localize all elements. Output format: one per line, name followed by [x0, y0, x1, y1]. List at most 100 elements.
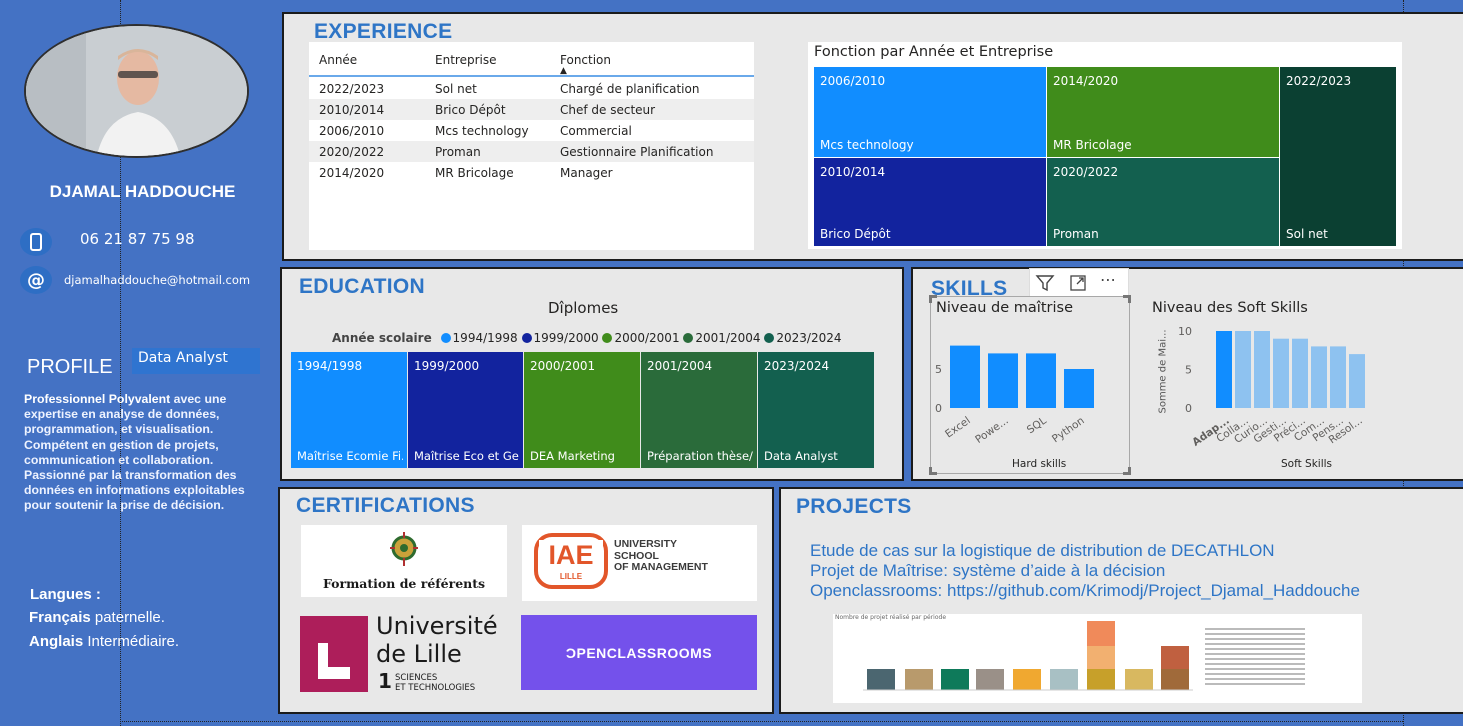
- tile-year: 2006/2010: [820, 74, 886, 88]
- experience-table[interactable]: Année Entreprise Fonction ▲ 2022/2023 So…: [309, 42, 754, 250]
- universite-lille-logo: Université de Lille 1 SCIENCES ET TECHNO…: [300, 612, 508, 693]
- table-row[interactable]: 2014/2020 MR Bricolage Manager: [309, 162, 754, 183]
- emblem-icon: [390, 532, 418, 566]
- tile-year: 1994/1998: [297, 359, 363, 373]
- bar: [950, 345, 980, 408]
- iae-lille-logo: IAE LILLE UNIVERSITY SCHOOL OF MANAGEMEN…: [522, 525, 757, 601]
- cell-year: 2006/2010: [319, 124, 385, 138]
- iae-line-3: OF MANAGEMENT: [614, 561, 708, 573]
- more-options-icon[interactable]: ⋯: [1100, 270, 1117, 289]
- legend-text: 2023/2024: [776, 331, 842, 345]
- legend-dot: [764, 333, 775, 343]
- openclassrooms-logo: ƆPENCLASSROOMS: [521, 615, 757, 690]
- skills-title: SKILLS: [931, 277, 1008, 300]
- col-header-entreprise[interactable]: Entreprise: [435, 53, 497, 67]
- education-tile[interactable]: 2001/2004 Préparation thèse/...: [641, 352, 757, 468]
- y-tick-label: 5: [1185, 364, 1192, 377]
- tile-company: Proman: [1053, 227, 1099, 241]
- education-tile[interactable]: 1994/1998 Maîtrise Ecomie Fi...: [291, 352, 407, 468]
- project-link-maitrise[interactable]: Projet de Maîtrise: système d’aide à la …: [810, 561, 1166, 580]
- email-address[interactable]: djamalhaddouche@hotmail.com: [64, 273, 251, 287]
- tile-year: 2000/2001: [530, 359, 596, 373]
- tile-company: MR Bricolage: [1053, 138, 1132, 152]
- lille-sub-1: SCIENCES: [395, 673, 438, 683]
- legend-item[interactable]: 1999/2000: [521, 331, 599, 345]
- hard-skills-title: Niveau de maîtrise: [936, 300, 1073, 316]
- projects-title: PROJECTS: [796, 495, 912, 518]
- legend-text: 2001/2004: [695, 331, 761, 345]
- x-tick-label: Python: [1050, 415, 1087, 446]
- legend-dot: [521, 333, 532, 343]
- treemap-tile[interactable]: 2010/2014 Brico Dépôt: [814, 158, 1046, 246]
- treemap-tile[interactable]: 2020/2022 Proman: [1047, 158, 1279, 246]
- cell-company: Brico Dépôt: [435, 103, 506, 117]
- legend-item[interactable]: 2000/2001: [602, 331, 680, 345]
- profile-summary: Professionnel Polyvalent avec une expert…: [24, 392, 252, 514]
- education-tile[interactable]: 1999/2000 Maîtrise Eco et Ge...: [408, 352, 523, 468]
- table-row[interactable]: 2010/2014 Brico Dépôt Chef de secteur: [309, 99, 754, 120]
- table-row[interactable]: 2006/2010 Mcs technology Commercial: [309, 120, 754, 141]
- cell-year: 2014/2020: [319, 166, 385, 180]
- hard-skills-chart[interactable]: [929, 295, 1131, 475]
- bar: [1273, 338, 1289, 408]
- hard-skills-xlabel: Hard skills: [1012, 458, 1067, 470]
- cell-company: MR Bricolage: [435, 166, 514, 180]
- chart-corner-tl: [929, 295, 937, 303]
- education-tile[interactable]: 2000/2001 DEA Marketing: [524, 352, 640, 468]
- projects-thumbnail: Nombre de projet réalisé par période: [833, 614, 1362, 703]
- col-header-annee[interactable]: Année: [319, 53, 358, 67]
- project-link-openclassrooms[interactable]: Openclassrooms: https://github.com/Krimo…: [810, 581, 1360, 600]
- tile-year: 2010/2014: [820, 165, 886, 179]
- cell-function: Gestionnaire Planification: [560, 145, 714, 159]
- legend-item[interactable]: 2023/2024: [764, 331, 841, 345]
- tile-degree: Maîtrise Eco et Ge...: [414, 449, 519, 463]
- filter-icon[interactable]: [1034, 272, 1056, 294]
- treemap-tile[interactable]: 2022/2023 Sol net: [1280, 67, 1396, 246]
- email-icon: @: [20, 266, 52, 294]
- table-row[interactable]: 2022/2023 Sol net Chargé de planificatio…: [309, 78, 754, 99]
- tile-year: 2014/2020: [1053, 74, 1119, 88]
- profile-heading: PROFILE: [27, 356, 113, 378]
- education-tile[interactable]: 2023/2024 Data Analyst: [758, 352, 874, 468]
- bar: [1330, 346, 1346, 408]
- thumbnail-chart: [863, 621, 1305, 691]
- chart-corner-bl: [929, 467, 937, 475]
- cell-function: Chef de secteur: [560, 103, 656, 117]
- iae-mark: [534, 533, 608, 589]
- lille-line-1: Université: [376, 612, 498, 640]
- x-tick-label: Excel: [943, 415, 973, 441]
- chart-corner-tr: [1123, 295, 1131, 303]
- tile-company: Mcs technology: [820, 138, 914, 152]
- guide-line-left: [120, 0, 121, 726]
- bar: [1026, 353, 1056, 408]
- tile-company: Brico Dépôt: [820, 227, 891, 241]
- legend-dot: [602, 333, 613, 343]
- bar: [1311, 346, 1327, 408]
- lille-sub-2: ET TECHNOLOGIES: [395, 683, 476, 693]
- thumbnail-title: Nombre de projet réalisé par période: [835, 614, 947, 621]
- languages-label: Langues :: [30, 586, 101, 603]
- project-link-decathlon[interactable]: Etude de cas sur la logistique de distri…: [810, 541, 1275, 560]
- legend-item[interactable]: 2001/2004: [683, 331, 761, 345]
- bar: [1349, 354, 1365, 408]
- legend-text: 2000/2001: [614, 331, 680, 345]
- table-row[interactable]: 2020/2022 Proman Gestionnaire Planificat…: [309, 141, 754, 162]
- profile-name: DJAMAL HADDOUCHE: [49, 182, 236, 201]
- col-header-fonction[interactable]: Fonction: [560, 53, 612, 67]
- profile-photo: [24, 24, 249, 158]
- bar: [1235, 331, 1251, 408]
- tile-year: 2020/2022: [1053, 165, 1119, 179]
- tile-year: 2022/2023: [1286, 74, 1352, 88]
- y-tick-label: 5: [935, 363, 942, 376]
- experience-title: EXPERIENCE: [314, 20, 453, 43]
- treemap-tile[interactable]: 2006/2010 Mcs technology: [814, 67, 1046, 157]
- y-tick-label: 0: [1185, 402, 1192, 415]
- focus-mode-icon[interactable]: [1067, 272, 1089, 294]
- legend-item[interactable]: 1994/1998: [436, 331, 518, 345]
- treemap-tile[interactable]: 2014/2020 MR Bricolage: [1047, 67, 1279, 157]
- y-tick-label: 10: [1178, 325, 1192, 338]
- tile-company: Sol net: [1286, 227, 1328, 241]
- bar: [1254, 331, 1270, 408]
- iae-mark-text: IAE: [539, 540, 603, 571]
